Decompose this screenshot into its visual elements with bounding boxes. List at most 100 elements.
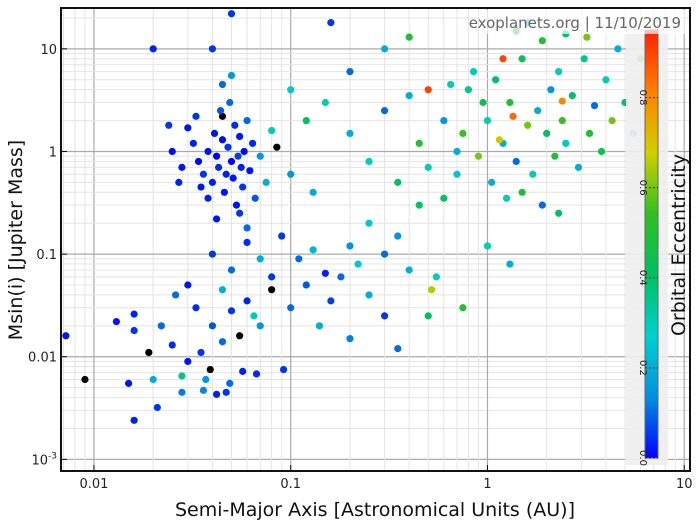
data-point bbox=[287, 304, 295, 312]
data-point bbox=[232, 201, 241, 209]
y-tick-label: 0.01 bbox=[28, 351, 57, 366]
data-point bbox=[337, 273, 345, 281]
data-point bbox=[178, 372, 186, 380]
data-point bbox=[236, 209, 244, 217]
data-point bbox=[130, 310, 138, 318]
data-point bbox=[424, 312, 432, 320]
axis-ticks: 0.01 0.1 1 10 10 1 0.1 0.01 10-3 bbox=[28, 43, 692, 492]
data-point bbox=[62, 332, 70, 340]
data-point bbox=[149, 375, 157, 384]
data-point bbox=[278, 232, 286, 240]
data-point bbox=[214, 163, 223, 171]
data-point bbox=[555, 68, 563, 76]
data-point bbox=[365, 291, 373, 299]
data-point bbox=[178, 388, 186, 396]
data-point bbox=[216, 107, 225, 115]
data-point bbox=[256, 255, 264, 263]
data-point bbox=[199, 170, 208, 178]
data-point bbox=[202, 375, 210, 384]
y-tick-label: 10 bbox=[40, 43, 57, 58]
data-point bbox=[208, 250, 217, 258]
data-point bbox=[499, 55, 507, 63]
data-point bbox=[279, 365, 288, 374]
data-point bbox=[405, 266, 413, 274]
data-point bbox=[453, 170, 461, 178]
data-point bbox=[488, 178, 496, 186]
colorbar-tick-label: 0.8 bbox=[637, 90, 648, 106]
data-point bbox=[262, 178, 270, 186]
data-point bbox=[243, 297, 251, 305]
x-tick-label: 1 bbox=[483, 477, 491, 492]
data-point bbox=[302, 281, 310, 289]
data-point bbox=[227, 307, 236, 315]
data-point bbox=[268, 273, 276, 281]
data-point bbox=[432, 273, 440, 281]
watermark: exoplanets.org | 11/10/2019 bbox=[469, 14, 681, 32]
data-point bbox=[479, 98, 487, 107]
data-point bbox=[568, 92, 576, 100]
data-point bbox=[227, 71, 236, 80]
data-point bbox=[346, 68, 354, 76]
x-tick-label: 0.01 bbox=[79, 477, 108, 492]
data-point bbox=[518, 55, 526, 63]
data-point bbox=[583, 33, 591, 41]
data-point bbox=[327, 19, 335, 27]
data-point bbox=[208, 178, 217, 186]
y-tick-label: 10-3 bbox=[31, 451, 57, 468]
data-point bbox=[424, 163, 432, 171]
y-tick-label: 0.1 bbox=[36, 248, 57, 263]
data-point bbox=[551, 152, 559, 160]
data-point bbox=[149, 45, 157, 53]
data-point bbox=[354, 260, 362, 268]
data-point bbox=[608, 116, 616, 125]
y-tick-label: 1 bbox=[49, 145, 57, 160]
colorbar-tick-label: 0.0 bbox=[637, 450, 648, 466]
data-point bbox=[346, 335, 354, 343]
data-point bbox=[227, 10, 236, 18]
data-point bbox=[424, 86, 432, 94]
data-point bbox=[218, 80, 227, 89]
data-point bbox=[227, 157, 236, 166]
data-point bbox=[208, 45, 217, 53]
data-point bbox=[125, 379, 133, 387]
data-point bbox=[453, 147, 461, 156]
data-point bbox=[251, 194, 259, 202]
data-point bbox=[380, 312, 389, 320]
data-point bbox=[184, 124, 192, 132]
data-point bbox=[192, 112, 200, 120]
data-point bbox=[236, 332, 244, 340]
data-point bbox=[243, 116, 251, 125]
data-point bbox=[315, 322, 324, 330]
data-point bbox=[204, 147, 212, 156]
data-point bbox=[237, 163, 245, 171]
data-point bbox=[380, 250, 389, 258]
data-point bbox=[309, 246, 317, 254]
watermark-bg bbox=[480, 10, 685, 34]
data-point bbox=[534, 107, 542, 115]
colorbar-tick-label: 0.2 bbox=[637, 360, 648, 376]
data-point bbox=[602, 76, 610, 84]
data-point bbox=[243, 224, 251, 232]
data-point bbox=[218, 338, 227, 346]
data-point bbox=[502, 194, 511, 202]
data-point bbox=[212, 152, 221, 160]
data-point bbox=[192, 304, 200, 312]
data-point bbox=[597, 147, 606, 156]
data-point bbox=[380, 45, 389, 53]
x-axis-label: Semi-Major Axis [Astronomical Units (AU)… bbox=[175, 499, 575, 521]
data-point bbox=[346, 242, 354, 250]
data-point bbox=[512, 157, 520, 166]
data-point bbox=[210, 129, 219, 137]
data-point bbox=[236, 132, 244, 141]
data-point bbox=[226, 98, 234, 107]
data-point bbox=[168, 341, 176, 349]
data-point bbox=[287, 170, 295, 178]
data-point bbox=[199, 386, 208, 394]
data-point bbox=[208, 322, 217, 330]
data-points bbox=[62, 10, 645, 424]
data-point bbox=[415, 139, 423, 147]
data-point bbox=[327, 297, 335, 305]
data-point bbox=[365, 219, 373, 227]
data-point bbox=[175, 178, 183, 186]
